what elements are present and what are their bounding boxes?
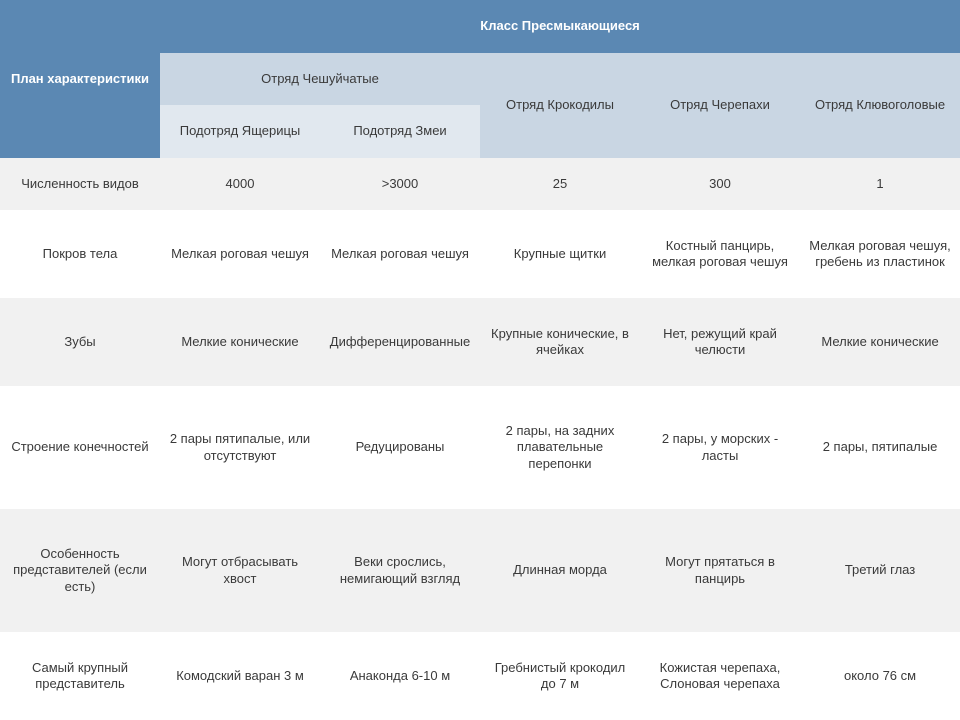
header-row-1: План характеристики Класс Пресмыкающиеся — [0, 0, 960, 53]
cell: Редуцированы — [320, 386, 480, 509]
row-label: Строение конечностей — [0, 386, 160, 509]
cell: Крупные щитки — [480, 210, 640, 298]
class-title: Класс Пресмыкающиеся — [160, 0, 960, 53]
cell: Мелкие конические — [160, 298, 320, 386]
order-squamata: Отряд Чешуйчатые — [160, 53, 480, 106]
row-label: Особенность представителей (если есть) — [0, 509, 160, 632]
cell: Длинная морда — [480, 509, 640, 632]
table-row: Особенность представителей (если есть) М… — [0, 509, 960, 632]
cell: >3000 — [320, 158, 480, 211]
order-beakheaded: Отряд Клювоголовые — [800, 53, 960, 158]
cell: Мелкая роговая чешуя — [160, 210, 320, 298]
table-row: Самый крупный представитель Комодский ва… — [0, 632, 960, 720]
cell: Комодский варан 3 м — [160, 632, 320, 720]
cell: Третий глаз — [800, 509, 960, 632]
cell: Анаконда 6-10 м — [320, 632, 480, 720]
cell: 2 пары, у морских - ласты — [640, 386, 800, 509]
cell: Мелкие конические — [800, 298, 960, 386]
table-row: Зубы Мелкие конические Дифференцированны… — [0, 298, 960, 386]
cell: Веки срослись, немигающий взгляд — [320, 509, 480, 632]
cell: Нет, режущий край челюсти — [640, 298, 800, 386]
table-row: Строение конечностей 2 пары пятипалые, и… — [0, 386, 960, 509]
cell: Могут отбрасывать хвост — [160, 509, 320, 632]
cell: 2 пары, пятипалые — [800, 386, 960, 509]
cell: Кожистая черепаха, Слоновая черепаха — [640, 632, 800, 720]
cell: 2 пары пятипалые, или отсутствуют — [160, 386, 320, 509]
cell: Мелкая роговая чешуя, гребень из пластин… — [800, 210, 960, 298]
table-row: Численность видов 4000 >3000 25 300 1 — [0, 158, 960, 211]
order-turtles: Отряд Черепахи — [640, 53, 800, 158]
plan-header: План характеристики — [0, 0, 160, 158]
reptile-classification-table: План характеристики Класс Пресмыкающиеся… — [0, 0, 960, 720]
cell: Дифференцированные — [320, 298, 480, 386]
cell: 2 пары, на задних плавательные перепонки — [480, 386, 640, 509]
table-row: Покров тела Мелкая роговая чешуя Мелкая … — [0, 210, 960, 298]
cell: 4000 — [160, 158, 320, 211]
cell: 25 — [480, 158, 640, 211]
cell: Гребнистый крокодил до 7 м — [480, 632, 640, 720]
row-label: Покров тела — [0, 210, 160, 298]
row-label: Зубы — [0, 298, 160, 386]
cell: Крупные конические, в ячейках — [480, 298, 640, 386]
cell: Костный панцирь, мелкая роговая чешуя — [640, 210, 800, 298]
cell: 1 — [800, 158, 960, 211]
cell: 300 — [640, 158, 800, 211]
suborder-lizards: Подотряд Ящерицы — [160, 105, 320, 158]
row-label: Численность видов — [0, 158, 160, 211]
suborder-snakes: Подотряд Змеи — [320, 105, 480, 158]
order-crocodiles: Отряд Крокодилы — [480, 53, 640, 158]
cell: Могут прятаться в панцирь — [640, 509, 800, 632]
cell: около 76 см — [800, 632, 960, 720]
cell: Мелкая роговая чешуя — [320, 210, 480, 298]
row-label: Самый крупный представитель — [0, 632, 160, 720]
